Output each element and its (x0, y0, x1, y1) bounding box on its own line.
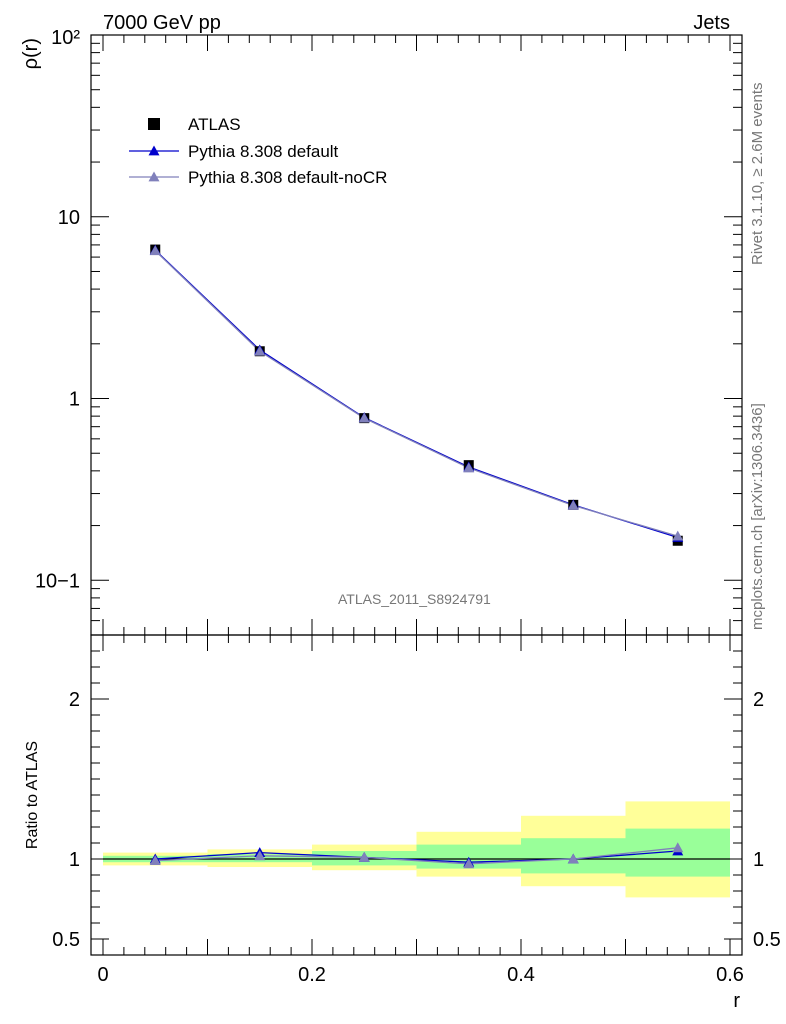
legend-atlas-marker (148, 118, 160, 130)
ratio-y-axis-label: Ratio to ATLAS (24, 741, 41, 849)
y-axis-label: ρ(r) (20, 38, 42, 69)
ratio-plot: 0 0.2 0.4 0.6 r 0.5 0.5 1 1 2 2 Ratio to ATLAS (24, 634, 781, 1012)
legend-label: Pythia 8.308 default-noCR (188, 168, 387, 187)
ratio-frame (90, 634, 743, 956)
analysis-watermark: ATLAS_2011_S8924791 (338, 591, 491, 607)
ratio-y-tick-label-left: 1 (69, 849, 80, 871)
rivet-label: Rivet 3.1.10, ≥ 2.6M events (749, 83, 766, 266)
x-tick-label: 0.6 (716, 964, 744, 986)
ratio-nocr-point (672, 842, 684, 853)
legend-marker (148, 145, 160, 156)
y-tick-label: 1 (69, 389, 80, 411)
legend: ATLAS Pythia 8.308 default Pythia 8.308 de… (129, 115, 387, 187)
ratio-nocr-point (149, 855, 161, 865)
ratio-y-tick-label-right: 2 (753, 689, 764, 711)
ratio-nocr-point (358, 851, 370, 862)
nocr-data-point (567, 499, 579, 510)
ratio-series-line (155, 847, 678, 865)
y-tick-label: 10−1 (35, 570, 80, 592)
ratio-y-tick-label-left: 0.5 (52, 929, 80, 951)
nocr-data-point (254, 345, 266, 356)
x-tick-label: 0 (97, 964, 108, 986)
ratio-nocr-point (463, 858, 475, 869)
series-line (154, 250, 678, 537)
legend-marker (148, 171, 160, 182)
ratio-y-tick-label-right: 0.5 (753, 929, 781, 951)
nocr-data-point (149, 245, 161, 256)
nocr-data-point (672, 530, 684, 541)
x-tick-label: 0.2 (298, 964, 326, 986)
y-tick-label: 10² (51, 27, 80, 49)
ratio-nocr-point (567, 853, 579, 864)
mcplots-label: mcplots.cern.ch [arXiv:1306.3436] (749, 403, 766, 630)
x-tick-label: 0.4 (507, 964, 535, 986)
ratio-y-tick-label-right: 1 (753, 849, 764, 871)
ratio-nocr-point (254, 850, 266, 861)
nocr-data-point (358, 412, 370, 423)
x-axis-label: r (733, 990, 740, 1012)
header-left: 7000 GeV pp (103, 12, 221, 34)
nocr-data-point (463, 462, 475, 473)
y-tick-label: 10 (58, 207, 80, 229)
series-line (154, 249, 678, 539)
header-right: Jets (693, 12, 730, 34)
legend-label: Pythia 8.308 default (188, 142, 339, 161)
main-plot: 10−1 1 10 10² ρ(r) ATLAS_2011_S8924791 (20, 27, 743, 636)
ratio-y-tick-label-left: 2 (69, 689, 80, 711)
legend-label: ATLAS (188, 115, 241, 134)
